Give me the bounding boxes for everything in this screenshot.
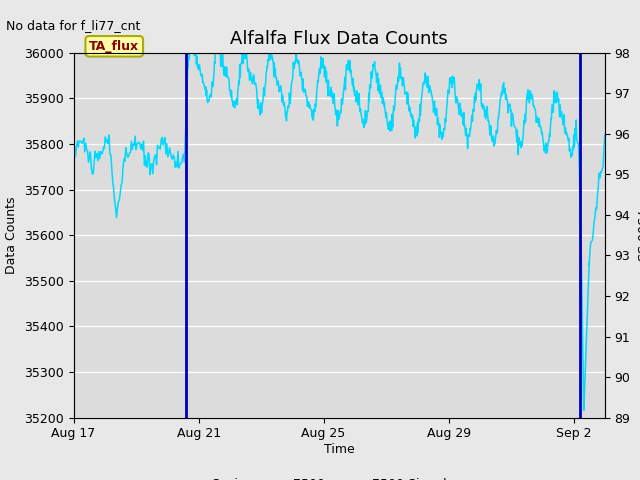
X-axis label: Time: Time <box>324 443 355 456</box>
Y-axis label: Data Counts: Data Counts <box>6 196 19 274</box>
Title: Alfalfa Flux Data Counts: Alfalfa Flux Data Counts <box>230 30 448 48</box>
Y-axis label: 7500 SS: 7500 SS <box>634 209 640 261</box>
Text: No data for f_li77_cnt: No data for f_li77_cnt <box>6 19 141 32</box>
Legend: Sonic, 7500, 7500 Signal: Sonic, 7500, 7500 Signal <box>173 473 452 480</box>
Text: TA_flux: TA_flux <box>89 40 140 53</box>
